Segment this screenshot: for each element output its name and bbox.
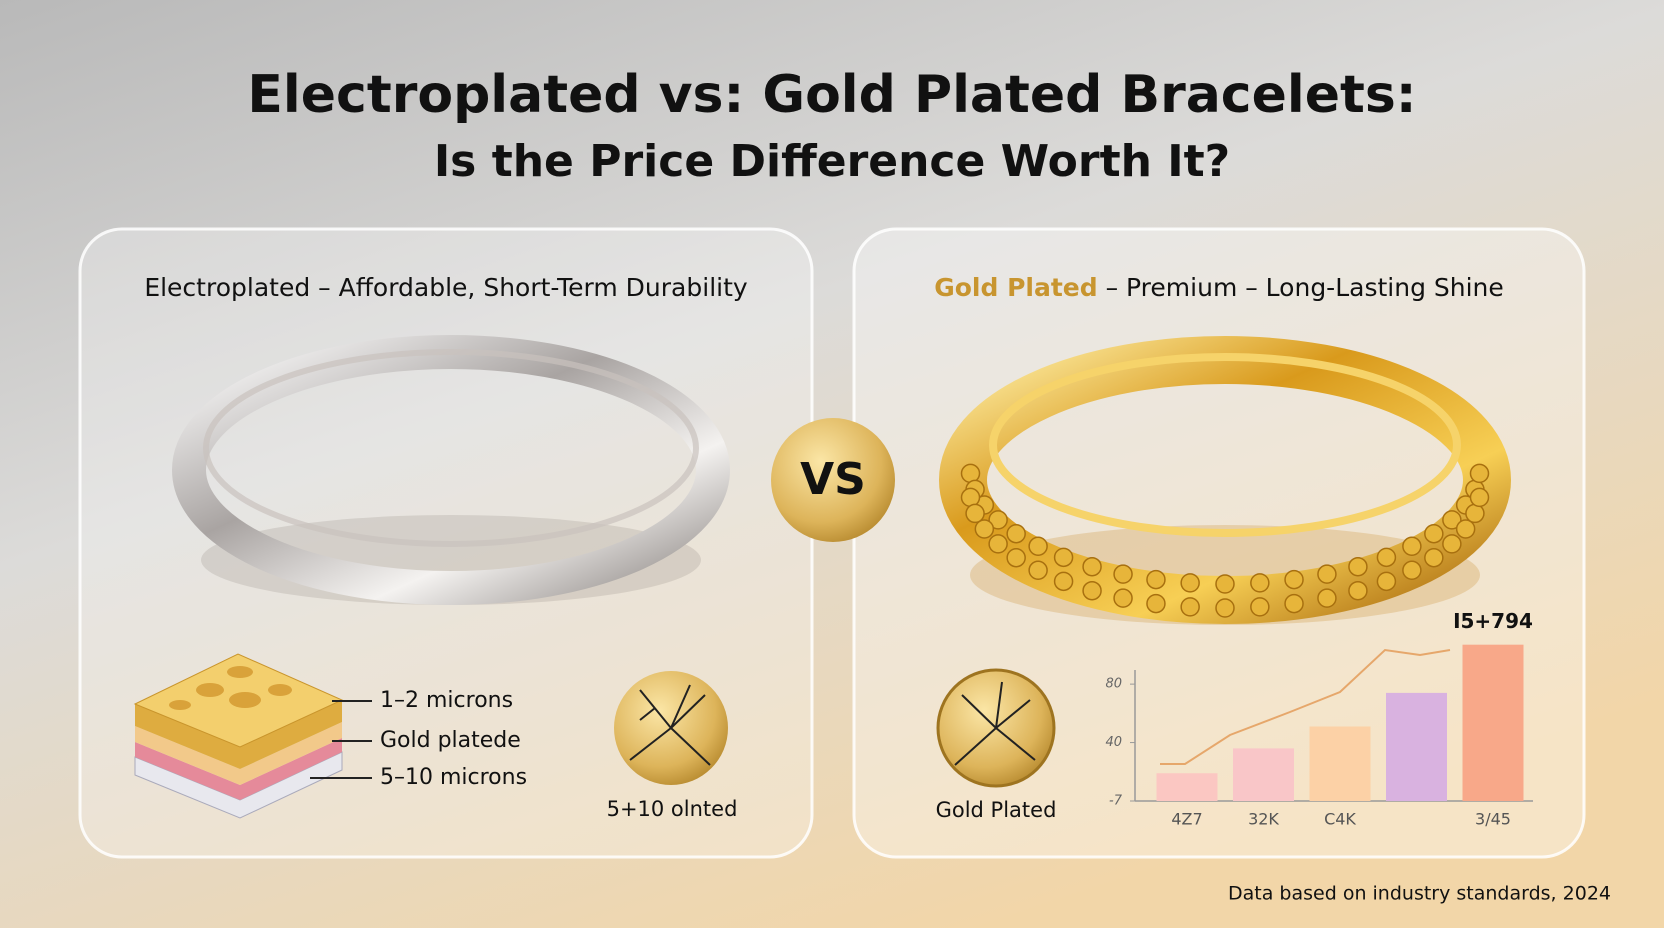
y-tick-label: -7 <box>1109 794 1123 809</box>
bead <box>1455 519 1476 539</box>
bead <box>1469 487 1490 508</box>
vs-label: VS <box>800 454 866 505</box>
bead <box>1053 571 1074 592</box>
bead <box>1113 588 1133 608</box>
ring-inner-edge <box>989 353 1461 537</box>
bead <box>1465 503 1485 524</box>
subtitle: Is the Price Difference Worth It? <box>434 136 1230 187</box>
left-heading: Electroplated – Affordable, Short-Term D… <box>144 273 748 302</box>
bead <box>1053 547 1074 568</box>
ring-inner-edge <box>203 349 699 547</box>
layer-gold-plate <box>135 722 342 785</box>
comparison-chart: -7 40 80 4Z7 32K C4K 3/45 I5+794 <box>1105 609 1533 829</box>
x-tick-label: 3/45 <box>1475 810 1511 829</box>
y-tick-label: 40 <box>1105 735 1122 750</box>
bead <box>1317 564 1337 584</box>
pore <box>268 684 292 696</box>
bead <box>974 519 995 539</box>
bead <box>960 487 981 508</box>
bead <box>988 534 1008 554</box>
right-heading: Gold Plated – Premium – Long-Lasting Shi… <box>934 273 1504 302</box>
heading-rest: – Premium – Long-Lasting Shine <box>1098 273 1504 302</box>
bead <box>1180 573 1200 593</box>
bead <box>1006 547 1026 568</box>
bead <box>965 503 985 524</box>
layer-label: 1–2 microns <box>380 688 513 713</box>
bead <box>960 463 981 484</box>
badge-label: Gold Plated <box>936 798 1057 822</box>
x-tick-label: C4K <box>1324 810 1356 829</box>
bead <box>1006 523 1026 544</box>
bead <box>1442 510 1462 530</box>
bead <box>1284 593 1304 614</box>
bead <box>1469 463 1490 484</box>
layer-top-side <box>135 700 342 769</box>
bead <box>1402 560 1422 581</box>
bead <box>1284 569 1304 590</box>
bead <box>1402 536 1422 557</box>
bead <box>1376 547 1397 568</box>
crack <box>629 684 711 766</box>
bead <box>988 510 1008 530</box>
x-tick-label: 4Z7 <box>1171 810 1202 829</box>
ring-beads <box>960 463 1490 618</box>
pore <box>227 666 253 678</box>
bead <box>1424 547 1444 568</box>
y-tick-label: 80 <box>1105 677 1122 692</box>
layer-diagram <box>133 653 372 819</box>
bead <box>1215 574 1235 594</box>
bar <box>1462 644 1524 801</box>
bead <box>1215 598 1235 618</box>
bar <box>1386 692 1447 801</box>
title: Electroplated vs: Gold Plated Bracelets: <box>247 65 1416 125</box>
bar <box>1156 773 1218 801</box>
bead <box>1082 580 1102 601</box>
bead <box>1113 564 1133 584</box>
bar <box>1309 726 1371 801</box>
bead <box>1250 597 1270 617</box>
footer: Data based on industry standards, 2024 <box>1228 883 1611 905</box>
bead <box>1146 569 1166 590</box>
bead <box>1348 556 1368 577</box>
layer-label: Gold platede <box>380 728 521 753</box>
heading-highlight: Gold Plated <box>934 273 1097 302</box>
bar <box>1233 748 1294 801</box>
layer-label: 5–10 microns <box>380 765 527 790</box>
vs-badge <box>771 418 895 542</box>
bead <box>1424 523 1444 544</box>
bead <box>1146 593 1166 614</box>
pore <box>196 683 224 697</box>
trend-line <box>1160 648 1451 765</box>
bead <box>1180 597 1200 617</box>
bead <box>1442 534 1462 554</box>
annotation: I5+794 <box>1453 609 1533 633</box>
bead <box>1082 556 1102 577</box>
bead <box>1028 560 1048 581</box>
layer-pink <box>135 738 342 800</box>
pore <box>169 700 191 710</box>
crack <box>954 681 1036 766</box>
pore <box>229 692 261 708</box>
badge-label: 5+10 olnted <box>607 797 738 821</box>
bead <box>1028 536 1048 557</box>
bead <box>1250 573 1270 593</box>
bead <box>1376 571 1397 592</box>
bead <box>1317 588 1337 608</box>
x-tick-label: 32K <box>1248 810 1279 829</box>
bead <box>1348 580 1368 601</box>
